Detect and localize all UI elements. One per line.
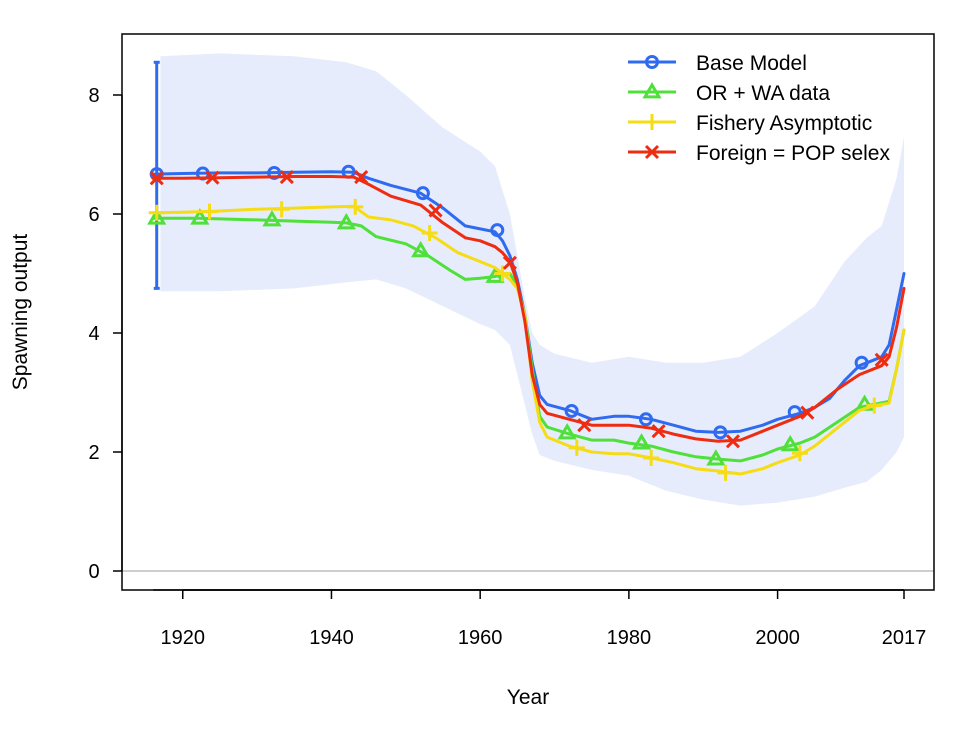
series-point-foreign-pop-selex: [279, 170, 294, 185]
series-point-base-model: [564, 403, 579, 418]
series-point-or-wa-data: [485, 266, 505, 283]
x-tick-label: 2017: [882, 627, 927, 649]
series-point-or-wa-data: [336, 212, 356, 230]
x-tick-label: 1940: [309, 627, 354, 649]
series-line-or-wa-data: [151, 216, 906, 463]
y-tick-label: 8: [88, 85, 99, 107]
series-point-fishery-asymptotic: [201, 203, 218, 220]
x-tick-label: 1980: [607, 627, 652, 649]
series-point-fishery-asymptotic: [421, 225, 438, 242]
series-point-base-model: [713, 425, 728, 440]
series-point-foreign-pop-selex: [502, 255, 517, 270]
series-point-or-wa-data: [780, 434, 800, 452]
series-point-fishery-asymptotic: [643, 449, 660, 466]
series-line-base-model: [151, 170, 906, 434]
series-point-fishery-asymptotic: [494, 265, 511, 282]
series-point-fishery-asymptotic: [568, 439, 585, 456]
series-point-fishery-asymptotic: [148, 204, 165, 221]
series-point-or-wa-data: [262, 209, 282, 227]
series-point-or-wa-data: [631, 433, 652, 450]
x-tick-label: 2000: [755, 627, 800, 649]
series-point-or-wa-data: [147, 208, 167, 225]
series-point-base-model: [415, 186, 430, 201]
legend-label: Fishery Asymptotic: [696, 112, 872, 135]
series-point-foreign-pop-selex: [651, 424, 666, 439]
series-line-fishery-asymptotic: [151, 204, 906, 476]
series-point-base-model: [854, 355, 869, 370]
x-tick-label: 1920: [160, 627, 205, 649]
legend-entry-foreign-pop-selex: Foreign = POP selex: [628, 142, 890, 165]
legend-entry-base-model: Base Model: [628, 52, 807, 75]
series-point-or-wa-data: [706, 449, 726, 466]
series-layer: [147, 164, 906, 481]
series-point-or-wa-data: [190, 208, 210, 225]
legend-label: Base Model: [696, 52, 807, 75]
series-point-foreign-pop-selex: [874, 352, 889, 367]
y-tick-label: 2: [88, 442, 99, 464]
axes-layer: 1920 1940 1960 1980 2000 2017 0 2 4 6 8: [88, 85, 926, 649]
series-point-fishery-asymptotic: [717, 464, 734, 481]
series-point-foreign-pop-selex: [577, 418, 592, 433]
series-point-base-model: [267, 165, 282, 180]
series-point-fishery-asymptotic: [866, 397, 883, 414]
legend-label: OR + WA data: [696, 82, 830, 105]
legend-entry-fishery-asymptotic: Fishery Asymptotic: [628, 112, 872, 135]
series-foreign-pop-selex: [149, 170, 906, 449]
legend: Base Model OR + WA data Fishery Asymptotic…: [628, 52, 890, 165]
series-point-or-wa-data: [557, 423, 577, 440]
y-axis-title: Spawning output: [9, 234, 32, 391]
series-point-foreign-pop-selex: [205, 170, 220, 185]
x-tick-label: 1960: [458, 627, 503, 649]
y-tick-label: 6: [88, 204, 99, 226]
series-point-foreign-pop-selex: [725, 434, 741, 449]
series-point-foreign-pop-selex: [149, 171, 164, 186]
x-axis-title: Year: [507, 686, 549, 709]
series-line-foreign-pop-selex: [151, 175, 906, 443]
series-point-foreign-pop-selex: [428, 203, 443, 218]
series-fishery-asymptotic: [148, 198, 906, 481]
series-point-base-model: [638, 412, 653, 427]
series-point-or-wa-data: [411, 240, 431, 258]
series-point-foreign-pop-selex: [800, 405, 815, 420]
y-tick-label: 0: [88, 561, 99, 583]
legend-marker: [644, 114, 660, 130]
series-point-fishery-asymptotic: [791, 445, 808, 462]
series-point-base-model: [490, 223, 505, 238]
series-point-fishery-asymptotic: [273, 201, 290, 218]
y-tick-label: 4: [88, 323, 99, 345]
series-or-wa-data: [147, 208, 906, 466]
legend-marker: [645, 55, 659, 69]
legend-entry-or-wa-data: OR + WA data: [628, 82, 830, 105]
legend-label: Foreign = POP selex: [696, 142, 890, 165]
series-point-fishery-asymptotic: [347, 198, 364, 215]
legend-marker: [644, 144, 660, 160]
series-base-model: [149, 164, 906, 440]
legend-marker: [642, 82, 662, 99]
series-point-foreign-pop-selex: [354, 170, 369, 185]
